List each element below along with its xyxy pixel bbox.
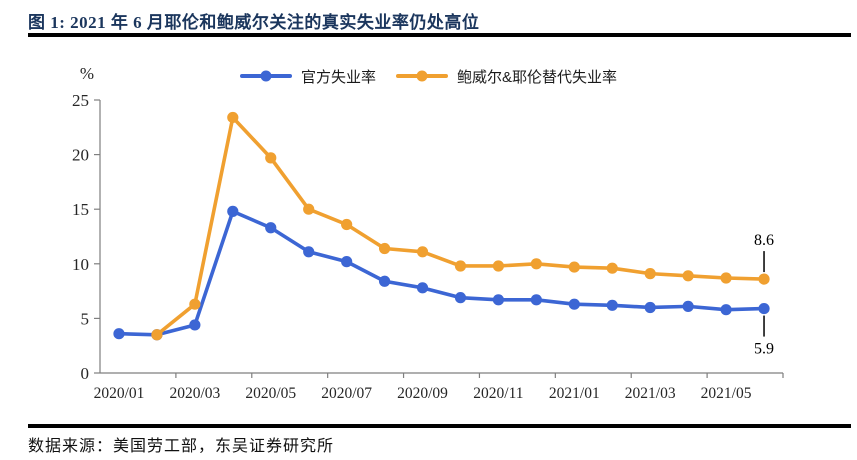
series-alternative-point — [416, 246, 429, 258]
y-tick-label: 25 — [72, 91, 89, 110]
legend-label-alternative: 鲍威尔&耶伦替代失业率 — [457, 68, 618, 86]
x-tick-label: 2021/05 — [701, 385, 752, 402]
callout-label-official: 5.9 — [754, 341, 774, 358]
series-alternative-point — [568, 261, 580, 273]
series-official-point — [341, 256, 353, 268]
legend-marker-official-icon — [239, 70, 292, 82]
x-tick-label: 2020/05 — [245, 385, 296, 402]
series-alternative-point — [758, 273, 770, 285]
x-tick-label: 2020/07 — [321, 385, 372, 402]
series-alternative-point — [265, 152, 277, 164]
legend-label-official: 官方失业率 — [300, 68, 376, 86]
footer-divider — [28, 424, 851, 428]
x-tick-label: 2020/01 — [94, 385, 145, 402]
series-official-point — [189, 319, 201, 331]
y-tick-label: 20 — [72, 146, 89, 165]
y-tick-label: 5 — [81, 309, 90, 328]
series-official-point — [492, 294, 505, 306]
legend-item-official: 官方失业率 — [239, 66, 376, 87]
series-official-point — [606, 299, 618, 311]
series-alternative-point — [682, 270, 694, 282]
series-official-point — [758, 302, 770, 315]
y-tick-label: 10 — [72, 255, 89, 274]
figure-title: 图 1: 2021 年 6 月耶伦和鲍威尔关注的真实失业率仍处高位 — [28, 13, 480, 32]
title-divider — [28, 33, 851, 37]
series-official-point — [416, 282, 429, 294]
series-alternative-point — [227, 111, 239, 124]
data-source-text: 数据来源：美国劳工部，东吴证券研究所 — [28, 438, 335, 455]
y-tick-label: 0 — [81, 364, 90, 383]
series-alternative-point — [341, 218, 353, 231]
series-official-point — [682, 300, 694, 312]
series-official-point — [265, 222, 277, 234]
series-alternative-point — [644, 268, 656, 280]
series-alternative-point — [454, 260, 467, 272]
legend-dot-alternative-icon — [416, 70, 428, 82]
series-alternative-point — [530, 258, 542, 270]
series-official-point — [303, 246, 315, 258]
y-tick-label: 15 — [72, 200, 89, 219]
series-alternative-point — [492, 260, 505, 272]
x-tick-label: 2020/11 — [473, 385, 523, 402]
series-alternative-point — [378, 242, 391, 255]
x-tick-label: 2021/03 — [625, 385, 676, 402]
series-official-point — [644, 301, 656, 314]
legend-item-alternative: 鲍威尔&耶伦替代失业率 — [396, 66, 617, 87]
series-alternative-point — [720, 272, 732, 284]
legend-marker-alternative-icon — [396, 70, 448, 82]
x-tick-label: 2020/09 — [397, 385, 448, 402]
x-tick-label: 2020/03 — [169, 385, 220, 402]
series-alternative-point — [303, 203, 315, 215]
y-axis-title: % — [80, 64, 94, 83]
series-official-point — [530, 294, 542, 306]
series-official-point — [113, 328, 125, 340]
unemployment-line-chart: 0 5 10 15 20 25% 2020/01 2020/03 2020/05 2020/07 2… — [72, 64, 784, 402]
series-alternative-point — [189, 298, 201, 310]
series-official-point — [720, 304, 732, 316]
series-official-point — [454, 292, 467, 304]
series-official-line — [117, 209, 766, 337]
callout-label-alternative: 8.6 — [754, 232, 774, 249]
series-official-point — [568, 298, 580, 310]
series-alternative-point — [151, 329, 163, 341]
series-official-point — [378, 275, 391, 287]
legend-dot-official-icon — [260, 70, 272, 82]
x-tick-label: 2021/01 — [549, 385, 600, 402]
series-alternative-point — [606, 262, 618, 274]
chart-legend: 官方失业率 鲍威尔&耶伦替代失业率 — [0, 64, 857, 88]
series-official-point — [227, 205, 239, 217]
